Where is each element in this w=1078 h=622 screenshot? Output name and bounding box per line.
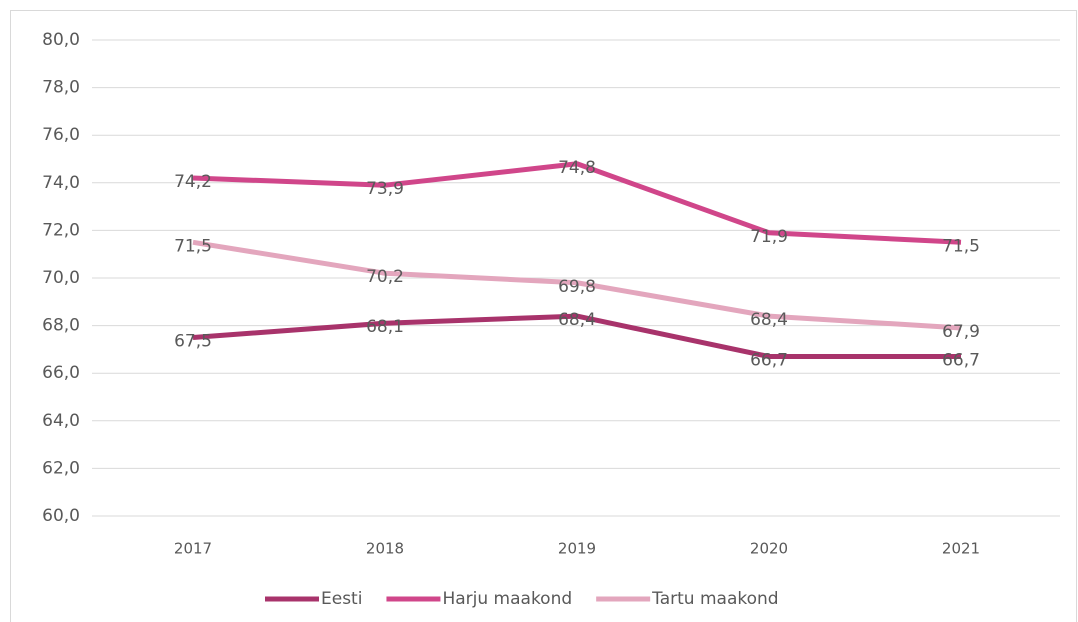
- data-label: 74,8: [558, 158, 596, 178]
- legend-label: Harju maakond: [442, 589, 572, 609]
- y-tick-label: 68,0: [42, 316, 80, 336]
- data-label: 66,7: [942, 351, 980, 371]
- data-label: 66,7: [750, 351, 788, 371]
- x-tick-label: 2018: [366, 540, 404, 558]
- data-label: 69,8: [558, 277, 596, 297]
- legend-label: Tartu maakond: [651, 589, 778, 609]
- y-tick-label: 70,0: [42, 268, 80, 288]
- y-tick-label: 74,0: [42, 173, 80, 193]
- y-tick-label: 60,0: [42, 506, 80, 526]
- data-label: 73,9: [366, 179, 404, 199]
- data-label: 68,4: [750, 310, 788, 330]
- x-tick-label: 2017: [174, 540, 212, 558]
- data-label: 74,2: [174, 172, 212, 192]
- data-label: 67,5: [174, 332, 212, 352]
- y-tick-label: 66,0: [42, 363, 80, 383]
- data-label: 71,5: [174, 236, 212, 256]
- y-tick-label: 76,0: [42, 125, 80, 145]
- x-tick-label: 2021: [942, 540, 980, 558]
- data-label: 71,9: [750, 227, 788, 247]
- data-label: 70,2: [366, 267, 404, 287]
- data-label: 71,5: [942, 236, 980, 256]
- y-tick-label: 78,0: [42, 78, 80, 98]
- legend-label: Eesti: [321, 589, 362, 609]
- series-line: [192, 313, 961, 360]
- y-tick-label: 80,0: [42, 30, 80, 50]
- x-tick-label: 2020: [750, 540, 788, 558]
- y-tick-label: 64,0: [42, 411, 80, 431]
- y-tick-label: 72,0: [42, 220, 80, 240]
- data-label: 68,1: [366, 317, 404, 337]
- data-label: 68,4: [558, 310, 596, 330]
- y-tick-label: 62,0: [42, 458, 80, 478]
- series-line: [192, 239, 962, 331]
- data-label: 67,9: [942, 322, 980, 342]
- x-tick-label: 2019: [558, 540, 596, 558]
- series-line: [192, 161, 962, 245]
